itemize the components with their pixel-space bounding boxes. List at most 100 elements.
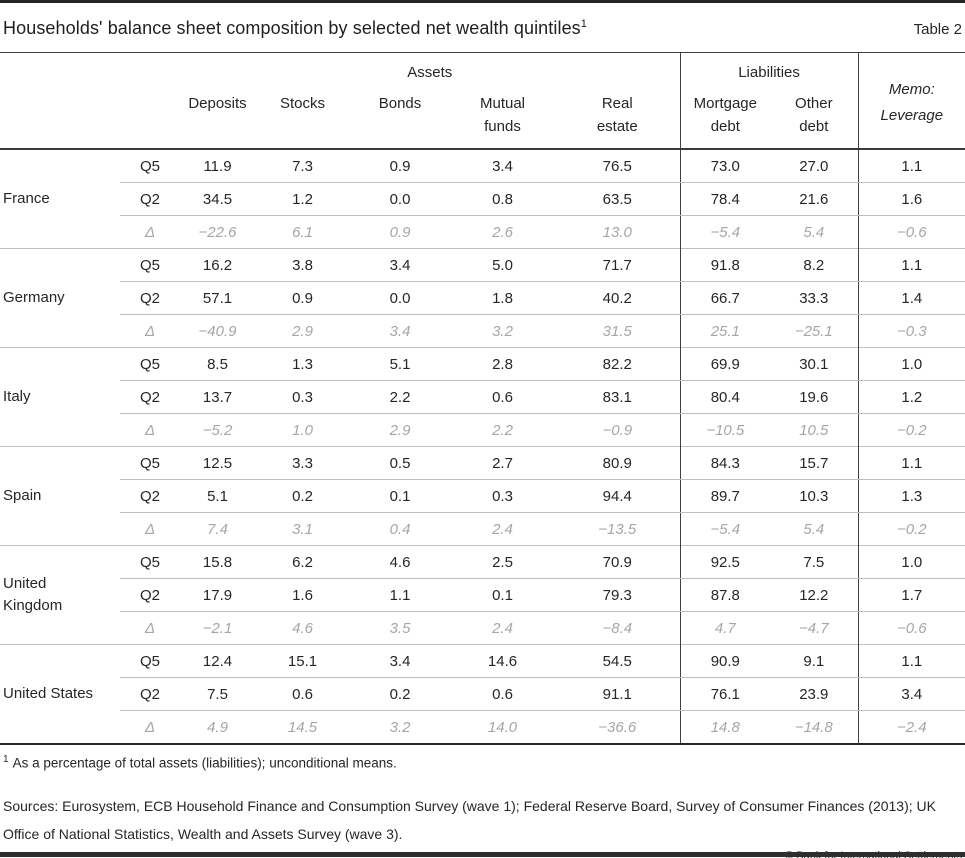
value-cell: 0.0 [350,182,450,216]
blank-header-cell [0,87,120,149]
table-row: Q2 7.5 0.6 0.2 0.6 91.1 76.1 23.9 3.4 [0,677,965,711]
quintile-label: Q5 [120,148,180,183]
value-cell: 11.9 [180,148,255,183]
column-header-deposits: Deposits [188,95,247,112]
value-cell: 80.9 [555,446,681,480]
value-cell: 7.5 [770,545,859,579]
value-cell: 13.7 [180,380,255,414]
value-cell: 3.4 [350,644,450,678]
value-cell: 7.4 [207,520,228,538]
value-cell: 76.1 [679,677,771,711]
value-cell: 14.6 [450,644,555,678]
value-cell: 1.1 [857,148,965,183]
value-cell: 9.1 [770,644,859,678]
quintile-label: Δ [144,322,156,340]
value-cell: −22.6 [198,223,237,241]
value-cell: 2.6 [492,223,513,241]
column-header-stocks: Stocks [279,95,325,112]
value-cell: 19.6 [770,380,859,414]
quintile-label: Q2 [120,479,180,513]
value-cell: 5.1 [350,347,450,381]
value-cell: 90.9 [679,644,771,678]
value-cell: 21.6 [770,182,859,216]
value-cell: 25.1 [679,314,771,348]
table-header: Assets Liabilities Memo: Leverage Deposi… [0,53,965,149]
quintile-label: Q5 [120,347,180,381]
table-row: Δ −5.2 1.0 2.9 2.2 −0.9 −10.5 10.5 −0.2 [0,413,965,447]
country-label: Spain [0,446,120,546]
value-cell: 5.0 [450,248,555,282]
quintile-label: Q2 [120,182,180,216]
value-cell: 1.0 [857,545,965,579]
value-cell: 92.5 [679,545,771,579]
value-cell: 0.1 [450,578,555,612]
value-cell: 3.3 [255,446,350,480]
page-title: Households' balance sheet composition by… [3,18,587,39]
footnote: 1 As a percentage of total assets (liabil… [3,754,962,771]
value-cell: 0.3 [255,380,350,414]
value-cell: 33.3 [770,281,859,315]
column-header-row: Deposits Stocks Bonds Mutual funds Real … [0,87,965,149]
value-cell: −5.2 [202,421,233,439]
column-header-bonds: Bonds [378,95,422,112]
value-cell: 15.7 [770,446,859,480]
value-cell: 3.5 [389,619,411,637]
value-cell: 1.3 [857,479,965,513]
table-row: Δ −2.1 4.6 3.5 2.4 −8.4 4.7 −4.7 −0.6 [0,611,965,645]
value-cell: 3.2 [492,322,513,340]
value-cell: 8.5 [180,347,255,381]
table-row: Δ −22.6 6.1 0.9 2.6 13.0 −5.4 5.4 −0.6 [0,215,965,249]
value-cell: 12.5 [180,446,255,480]
value-cell: 12.2 [770,578,859,612]
country-label: United Kingdom [0,545,120,645]
quintile-label: Q5 [120,248,180,282]
value-cell: −0.3 [857,314,965,348]
value-cell: 3.4 [450,148,555,183]
value-cell: 71.7 [555,248,681,282]
value-cell: −5.4 [679,215,771,249]
value-cell: 14.8 [679,710,771,744]
value-cell: 0.6 [255,677,350,711]
value-cell: −2.1 [202,619,233,637]
column-header-mortgage-debt: Mortgage debt [679,87,771,149]
table-number-label: Table 2 [913,21,962,38]
value-cell: 1.1 [857,248,965,282]
quintile-label: Δ [144,223,156,241]
quintile-label: Δ [144,421,156,439]
value-cell: 1.7 [857,578,965,612]
value-cell: −13.5 [598,520,637,538]
value-cell: 8.2 [770,248,859,282]
value-cell: 2.2 [350,380,450,414]
value-cell: 5.1 [180,479,255,513]
value-cell: 0.2 [350,677,450,711]
quintile-label: Q2 [120,380,180,414]
value-cell: −0.6 [857,215,965,249]
value-cell: 1.1 [857,644,965,678]
value-cell: 7.3 [255,148,350,183]
value-cell: 84.3 [679,446,771,480]
country-label: United States [0,644,120,744]
value-cell: 4.9 [207,718,228,736]
table-row: Spain Q5 12.5 3.3 0.5 2.7 80.9 84.3 15.7 1.1 [0,446,965,546]
value-cell: 15.1 [255,644,350,678]
value-cell: 0.3 [450,479,555,513]
country-label: France [0,148,120,249]
value-cell: −36.6 [598,718,637,736]
value-cell: 23.9 [770,677,859,711]
value-cell: 2.4 [492,619,513,637]
value-cell: 0.6 [450,677,555,711]
value-cell: 4.7 [679,611,771,645]
value-cell: 3.4 [350,248,450,282]
value-cell: 82.2 [555,347,681,381]
assets-group-header: Assets [407,63,453,81]
value-cell: 14.5 [287,718,318,736]
value-cell: 15.8 [180,545,255,579]
value-cell: 31.5 [602,322,632,340]
value-cell: −40.9 [198,322,237,340]
top-rule [0,0,965,3]
liabilities-group-header: Liabilities [679,53,859,87]
value-cell: 94.4 [555,479,681,513]
table-row: Δ 4.9 14.5 3.2 14.0 −36.6 14.8 −14.8 −2.4 [0,710,965,744]
value-cell: 4.6 [292,619,313,637]
value-cell: 57.1 [180,281,255,315]
